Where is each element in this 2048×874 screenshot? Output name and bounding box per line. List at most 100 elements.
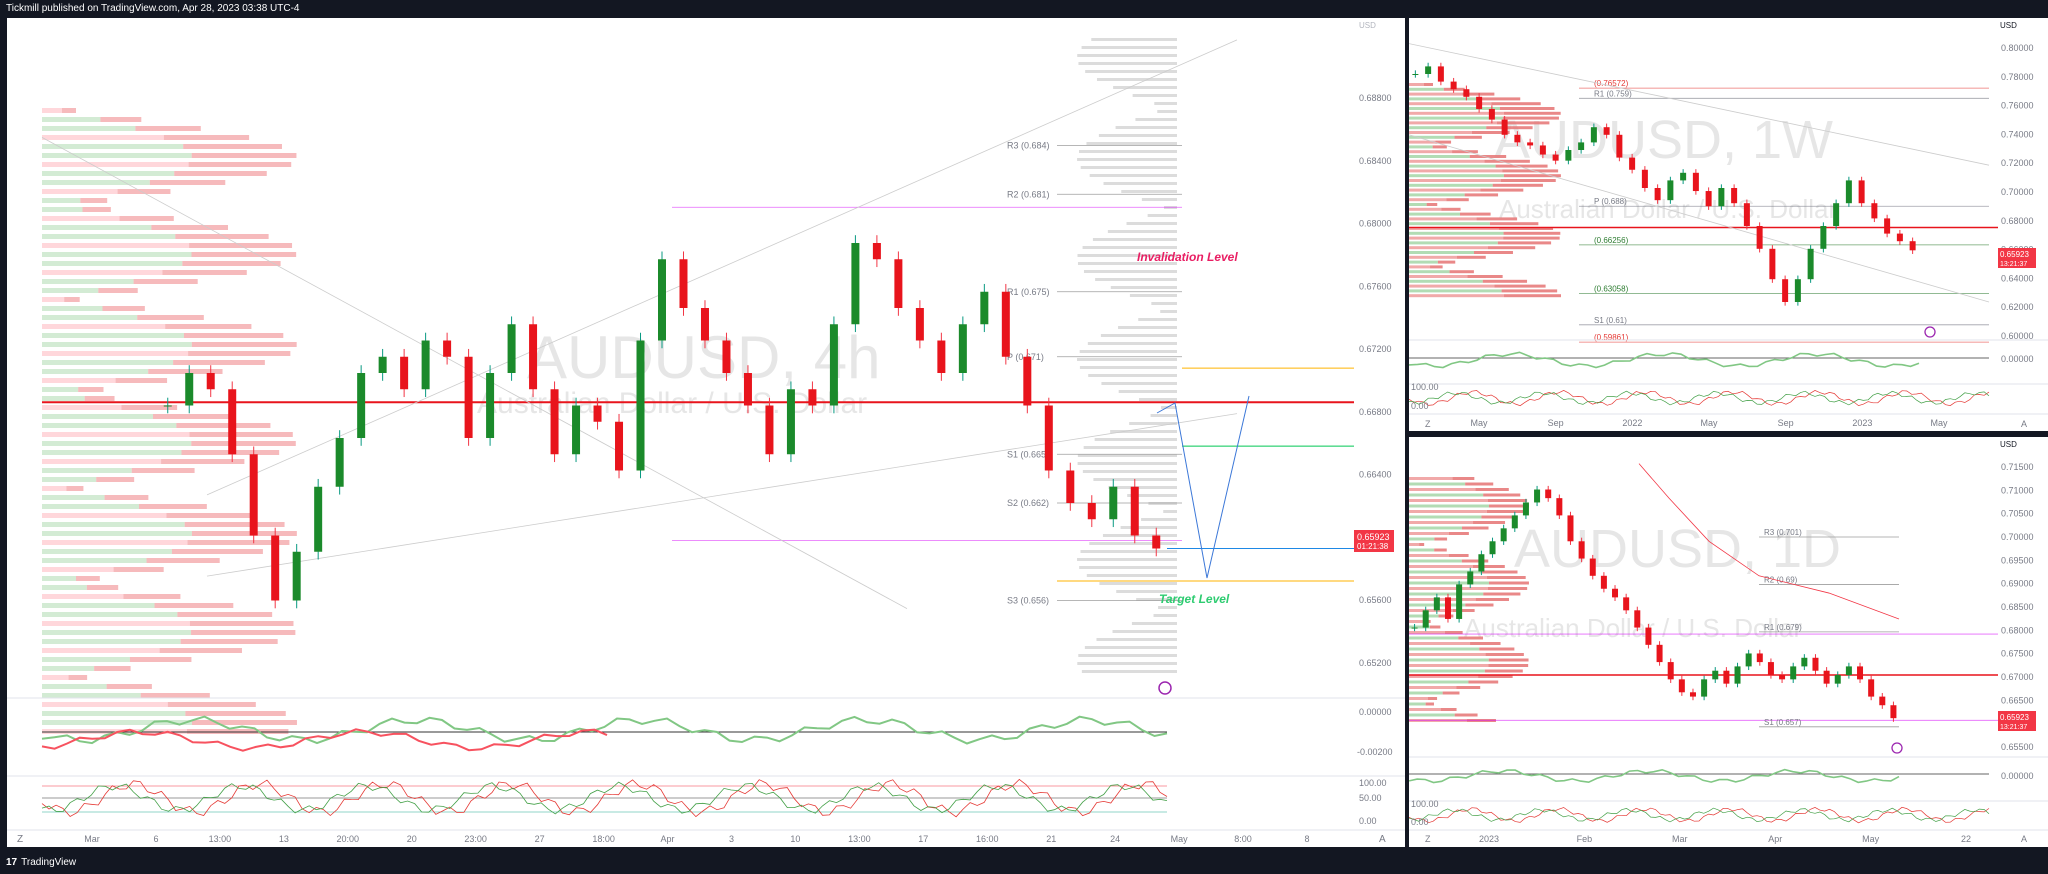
volume-histogram-bar — [1089, 174, 1177, 177]
volume-profile-bar — [104, 495, 149, 500]
volume-profile-bar — [1476, 217, 1518, 221]
candle-body — [1603, 127, 1610, 135]
volume-histogram-bar — [1121, 190, 1177, 193]
volume-profile-bar — [1409, 521, 1474, 524]
candle-body — [1680, 172, 1687, 181]
volume-histogram-bar — [1078, 654, 1177, 657]
flash-icon[interactable] — [1891, 742, 1903, 754]
candle-body — [400, 356, 409, 390]
chart-1w-panel[interactable]: AUDUSD, 1W Australian Dollar / U.S. Doll… — [1409, 18, 2048, 431]
volume-profile-bar — [135, 126, 201, 131]
time-axis-label: 8 — [1304, 834, 1309, 844]
volume-profile-bar — [1409, 260, 1438, 264]
volume-profile-bar — [1409, 565, 1473, 568]
volume-histogram-bar — [1131, 622, 1177, 625]
time-axis-label: 6 — [153, 834, 158, 844]
auto-scale-button[interactable]: A — [1379, 834, 1386, 845]
z-button[interactable]: Z — [1425, 834, 1431, 844]
candles-4h — [163, 235, 1161, 609]
volume-profile-bar — [1454, 135, 1482, 139]
invalidation-label: Invalidation Level — [1137, 250, 1238, 264]
volume-profile-bar — [1409, 482, 1466, 486]
symbol-description-watermark: Australian Dollar / U.S. Dollar — [1464, 613, 1802, 643]
time-axis-label: 20 — [407, 834, 417, 844]
volume-histogram-bar — [1161, 406, 1177, 409]
volume-profile-bar — [185, 711, 286, 716]
volume-profile-bar — [1409, 284, 1495, 288]
z-button[interactable]: Z — [1425, 419, 1431, 429]
auto-scale-button[interactable]: A — [2021, 834, 2027, 844]
time-axis[interactable]: 2023 Feb Mar Apr May 22 — [1479, 834, 1971, 844]
auto-scale-button[interactable]: A — [2021, 419, 2027, 429]
pivot-label: S1 (0.657) — [1764, 718, 1802, 727]
volume-profile-bar — [1409, 581, 1489, 585]
volume-profile-bar — [1487, 246, 1536, 250]
volume-histogram-bar — [1103, 182, 1177, 185]
flash-icon[interactable] — [1924, 326, 1936, 338]
volume-profile-bar — [1409, 246, 1488, 250]
volume-profile-bar — [191, 252, 297, 257]
time-axis[interactable]: May Sep 2022 May Sep 2023 May — [1470, 418, 1948, 428]
volume-histogram-bar — [1150, 414, 1177, 417]
chart-1w-svg[interactable]: AUDUSD, 1W Australian Dollar / U.S. Doll… — [1409, 18, 2048, 431]
trendline — [1409, 134, 1990, 303]
volume-profile-bar — [82, 207, 111, 212]
volume-profile-bar — [123, 594, 181, 599]
volume-profile-bar — [1472, 565, 1505, 568]
brand-name: TradingView — [21, 857, 77, 868]
volume-profile-bar — [1409, 499, 1488, 502]
candle-body — [1645, 627, 1652, 645]
volume-profile-bar — [100, 117, 142, 122]
chart-4h-panel[interactable]: AUDUSD, 4h Australian Dollar / U.S. Doll… — [7, 18, 1405, 847]
price-scale-label: 0.68000 — [2001, 625, 2034, 635]
volume-profile-bar — [42, 432, 190, 437]
volume-profile-bar — [1409, 576, 1487, 579]
chart-1d-panel[interactable]: AUDUSD, 1D Australian Dollar / U.S. Doll… — [1409, 437, 2048, 847]
volume-profile-bar — [1419, 543, 1425, 546]
volume-profile-bar — [1409, 222, 1490, 226]
chart-4h-svg[interactable]: AUDUSD, 4h Australian Dollar / U.S. Doll… — [7, 18, 1405, 847]
volume-histogram-bar — [1080, 166, 1177, 169]
volume-profile-bar — [1409, 669, 1485, 673]
time-axis[interactable]: Mar 6 13:00 13 20:00 20 23:00 27 18:00 Apr 3 10 13:0… — [84, 834, 1309, 844]
volume-profile-bar — [42, 423, 177, 428]
volume-profile-bar — [42, 612, 178, 617]
candle-body — [1834, 675, 1841, 684]
projection-path — [1156, 395, 1250, 579]
volume-profile-bar — [42, 180, 150, 185]
candle-body — [1522, 502, 1529, 516]
volume-profile-bar — [42, 117, 101, 122]
volume-profile-bar — [131, 468, 195, 473]
candle-body — [464, 356, 473, 438]
pivot-label: S1 (0.665) — [1007, 449, 1049, 459]
candle-body — [1511, 515, 1518, 529]
chart-1d-svg[interactable]: AUDUSD, 1D Australian Dollar / U.S. Doll… — [1409, 437, 2048, 847]
volume-histogram-bar — [1077, 358, 1177, 361]
time-axis-label: 2023 — [1479, 834, 1499, 844]
candle-body — [228, 389, 237, 455]
time-axis-label: 27 — [535, 834, 545, 844]
volume-profile-bar — [1409, 294, 1504, 298]
volume-profile-bar — [191, 531, 297, 536]
volume-profile-bar — [1462, 92, 1495, 96]
volume-histogram-bar — [1107, 230, 1177, 233]
volume-profile-bar — [42, 306, 103, 311]
volume-profile-bar — [152, 414, 231, 419]
volume-profile-bar — [1409, 598, 1476, 601]
candle-body — [1890, 705, 1897, 719]
candle-body — [1723, 670, 1730, 684]
volume-profile-bar — [42, 630, 192, 635]
price-scale-label: 0.65500 — [2001, 742, 2034, 752]
price-scale-label: 0.68000 — [2001, 216, 2034, 226]
candle-body — [1794, 279, 1801, 302]
volume-profile-bar — [1486, 510, 1526, 513]
volume-profile-bar — [42, 153, 192, 158]
volume-profile-bar — [1409, 680, 1469, 684]
candle-body — [1769, 248, 1776, 280]
volume-histogram-bar — [1098, 134, 1177, 137]
flash-icon[interactable] — [1158, 681, 1172, 695]
volume-histogram-bar — [1077, 462, 1177, 465]
candle-body — [1567, 515, 1574, 542]
z-button[interactable]: Z — [17, 834, 23, 845]
volume-histogram-bar — [1120, 526, 1177, 529]
